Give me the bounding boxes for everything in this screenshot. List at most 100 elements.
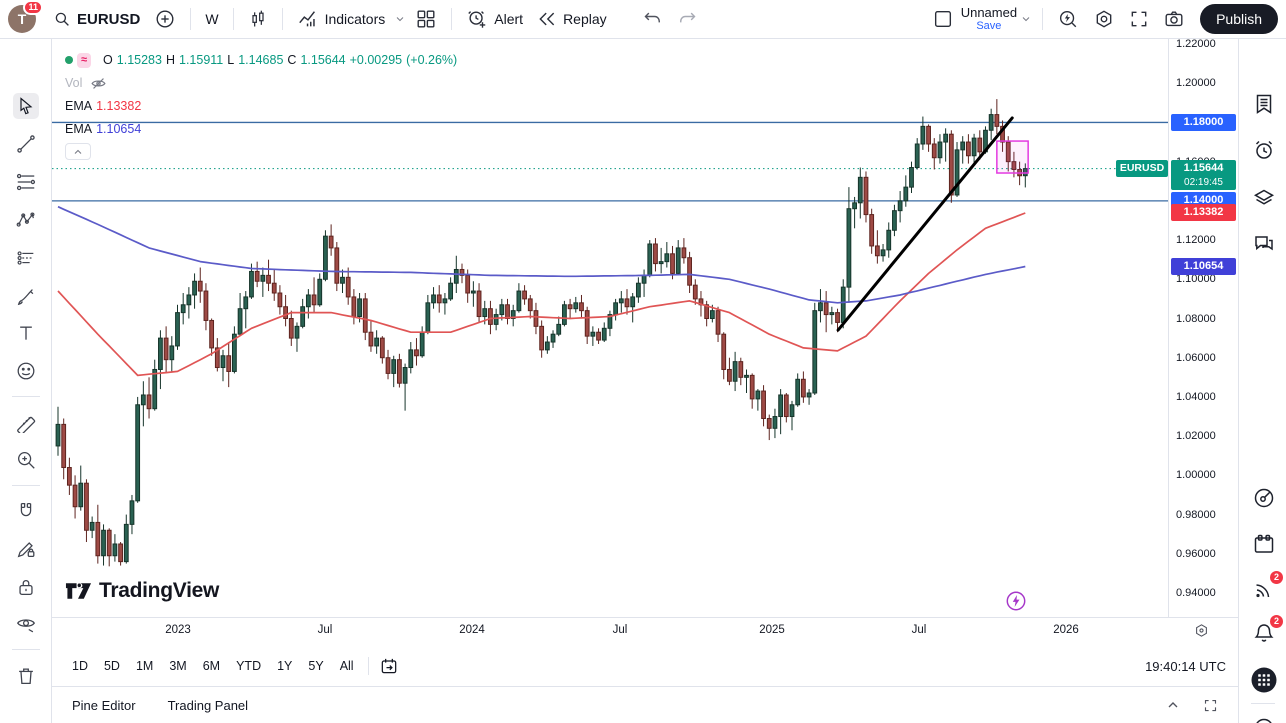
layout-name-save[interactable]: Unnamed Save <box>961 5 1017 33</box>
tab-pine-editor[interactable]: Pine Editor <box>72 697 136 713</box>
zoom-in-tool[interactable] <box>13 447 39 473</box>
chart-canvas[interactable] <box>52 39 1168 618</box>
ema-slow-legend-row[interactable]: EMA 1.10654 <box>65 119 457 139</box>
emoji-tool[interactable] <box>13 358 39 384</box>
calendar-icon[interactable] <box>1251 531 1277 557</box>
price-tick: 1.10000 <box>1176 273 1216 286</box>
indicators-button[interactable]: Indicators <box>290 4 393 34</box>
expand-panel-icon[interactable] <box>1165 697 1181 713</box>
time-axis-settings-icon[interactable] <box>1193 622 1210 644</box>
watchlist-icon[interactable] <box>1251 91 1277 117</box>
chevron-down-icon <box>394 13 406 25</box>
range-5D[interactable]: 5D <box>103 659 120 673</box>
indicators-templates-chevron[interactable] <box>392 9 408 29</box>
compare-add-button[interactable] <box>147 4 183 34</box>
publish-button[interactable]: Publish <box>1200 4 1278 34</box>
range-3M[interactable]: 3M <box>169 659 187 673</box>
toolbar-divider <box>367 657 369 675</box>
range-1D[interactable]: 1D <box>72 659 88 673</box>
toolbar-divider <box>12 649 40 650</box>
chat-icon[interactable] <box>1251 231 1277 257</box>
toolbar-separator <box>281 8 283 30</box>
high-value: 1.15911 <box>179 53 224 67</box>
price-tick: 0.94000 <box>1176 587 1216 599</box>
price-tick: 1.08000 <box>1176 312 1216 325</box>
legend-collapse-button[interactable] <box>65 143 91 160</box>
range-6M[interactable]: 6M <box>202 659 221 673</box>
ideas-icon[interactable] <box>1251 485 1277 511</box>
low-label: L <box>227 53 235 67</box>
toolbar-divider <box>12 396 40 397</box>
lock-drawings-tool[interactable] <box>13 574 39 600</box>
settings-button[interactable] <box>1086 4 1122 34</box>
layout-select-button[interactable] <box>925 4 961 34</box>
notifications-bell-icon[interactable]: 2 <box>1251 615 1283 646</box>
go-to-date-icon[interactable] <box>379 656 399 676</box>
alerts-panel-icon[interactable] <box>1251 137 1277 163</box>
chart-pane[interactable]: ≈ O 1.15283 H 1.15911 L 1.14685 C 1.1564… <box>52 39 1168 618</box>
range-YTD[interactable]: YTD <box>236 659 262 673</box>
text-tool[interactable] <box>13 320 39 346</box>
interval-button[interactable]: W <box>198 7 225 31</box>
brush-tool[interactable] <box>13 283 39 309</box>
symbol-name: EURUSD <box>77 10 141 28</box>
range-1Y[interactable]: 1Y <box>277 659 293 673</box>
price-tick: 1.04000 <box>1176 390 1216 403</box>
eye-hidden-icon[interactable] <box>90 75 107 92</box>
measure-tool[interactable] <box>13 409 39 435</box>
time-axis[interactable]: 2023 Jul 2024 Jul 2025 Jul 2026 <box>52 617 1238 646</box>
help-icon[interactable]: ? <box>1251 715 1277 723</box>
open-value: 1.15283 <box>116 53 162 67</box>
object-tree-icon[interactable] <box>1251 185 1277 211</box>
right-sidebar: 2 2 ? <box>1238 39 1286 723</box>
magnet-tool[interactable] <box>13 498 39 524</box>
symbol-search-button[interactable]: EURUSD <box>46 6 147 32</box>
replay-button[interactable]: Replay <box>530 5 614 33</box>
undo-button[interactable] <box>636 5 670 33</box>
chart-style-button[interactable] <box>241 5 275 33</box>
price-tick: 1.00000 <box>1176 469 1216 482</box>
symbol-legend-row[interactable]: ≈ O 1.15283 H 1.15911 L 1.14685 C 1.1564… <box>65 50 457 70</box>
save-link[interactable]: Save <box>976 20 1002 33</box>
events-lightning-icon[interactable] <box>1005 590 1027 612</box>
price-axis[interactable]: 1.220001.200001.180001.160001.140001.120… <box>1168 38 1238 618</box>
drawing-toolbar <box>0 39 52 723</box>
fullscreen-button[interactable] <box>1122 5 1156 33</box>
hide-drawings-tool[interactable] <box>13 611 39 637</box>
chart-legend: ≈ O 1.15283 H 1.15911 L 1.14685 C 1.1564… <box>65 50 457 160</box>
quick-search-button[interactable] <box>1050 4 1086 34</box>
notifications-count-badge: 2 <box>1269 615 1283 628</box>
clock-utc[interactable]: 19:40:14 UTC <box>1145 658 1226 674</box>
tab-trading-panel[interactable]: Trading Panel <box>167 697 249 713</box>
pattern-tool[interactable] <box>13 207 39 233</box>
streams-icon[interactable]: 2 <box>1251 571 1283 602</box>
cursor-tool[interactable] <box>13 93 39 119</box>
tradingview-watermark: TradingView <box>65 579 219 603</box>
remove-drawings-tool[interactable] <box>13 663 39 689</box>
grid-layout-button[interactable] <box>408 4 444 34</box>
price-tick: 1.20000 <box>1176 77 1216 90</box>
alert-button[interactable]: Alert <box>459 4 530 34</box>
ema-slow-value: 1.10654 <box>96 122 142 136</box>
maximize-panel-icon[interactable] <box>1203 698 1218 713</box>
volume-legend-row[interactable]: Vol <box>65 73 457 93</box>
redo-button[interactable] <box>670 5 704 33</box>
projection-tool[interactable] <box>13 245 39 271</box>
ema-fast-legend-row[interactable]: EMA 1.13382 <box>65 96 457 116</box>
fullscreen-icon <box>1129 9 1149 29</box>
apps-menu-icon[interactable] <box>1251 667 1277 693</box>
time-tick: 2023 <box>165 624 191 636</box>
indicators-label: Indicators <box>324 11 386 27</box>
range-5Y[interactable]: 5Y <box>308 659 324 673</box>
close-value: 1.15644 <box>300 53 346 67</box>
range-1M[interactable]: 1M <box>135 659 154 673</box>
screenshot-button[interactable] <box>1156 4 1192 34</box>
search-icon <box>53 10 71 28</box>
fib-retracement-tool[interactable] <box>13 169 39 195</box>
range-All[interactable]: All <box>339 659 354 673</box>
drawing-mode-tool[interactable] <box>13 536 39 562</box>
trend-line-tool[interactable] <box>13 131 39 157</box>
user-avatar[interactable]: T 11 <box>8 0 43 33</box>
layout-chevron[interactable] <box>1017 9 1035 29</box>
alert-clock-icon <box>466 8 488 30</box>
